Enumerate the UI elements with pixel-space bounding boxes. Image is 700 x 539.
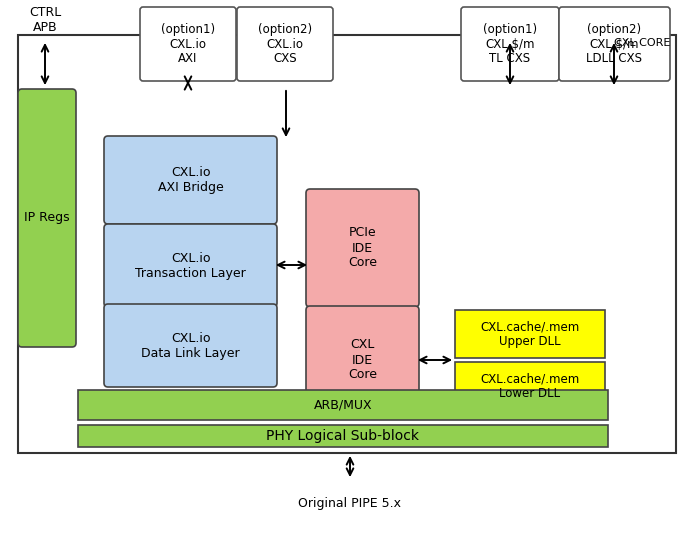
Text: (option2)
CXL.$/m
LDLL CXS: (option2) CXL.$/m LDLL CXS bbox=[587, 23, 643, 66]
Text: IP Regs: IP Regs bbox=[25, 211, 70, 225]
Text: CXL.cache/.mem
Lower DLL: CXL.cache/.mem Lower DLL bbox=[480, 372, 580, 400]
Text: CXL.io
AXI Bridge: CXL.io AXI Bridge bbox=[158, 166, 223, 194]
Text: (option1)
CXL.$/m
TL CXS: (option1) CXL.$/m TL CXS bbox=[483, 23, 537, 66]
Text: CXL.io
Data Link Layer: CXL.io Data Link Layer bbox=[141, 331, 240, 360]
FancyBboxPatch shape bbox=[140, 7, 236, 81]
Text: Original PIPE 5.x: Original PIPE 5.x bbox=[298, 497, 402, 510]
FancyBboxPatch shape bbox=[455, 310, 605, 358]
Text: (option1)
CXL.io
AXI: (option1) CXL.io AXI bbox=[161, 23, 215, 66]
Text: CXL.io
Transaction Layer: CXL.io Transaction Layer bbox=[135, 252, 246, 280]
Text: CXL.cache/.mem
Upper DLL: CXL.cache/.mem Upper DLL bbox=[480, 320, 580, 348]
FancyBboxPatch shape bbox=[306, 189, 419, 307]
FancyBboxPatch shape bbox=[18, 35, 676, 453]
FancyBboxPatch shape bbox=[461, 7, 559, 81]
FancyBboxPatch shape bbox=[237, 7, 333, 81]
Text: PHY Logical Sub-block: PHY Logical Sub-block bbox=[267, 429, 419, 443]
Text: ARB/MUX: ARB/MUX bbox=[314, 398, 372, 411]
Text: CTRL
APB: CTRL APB bbox=[29, 6, 61, 34]
FancyBboxPatch shape bbox=[78, 390, 608, 420]
FancyBboxPatch shape bbox=[104, 224, 277, 307]
Text: (option2)
CXL.io
CXS: (option2) CXL.io CXS bbox=[258, 23, 312, 66]
Text: CXL CORE: CXL CORE bbox=[614, 38, 670, 48]
FancyBboxPatch shape bbox=[78, 425, 608, 447]
Text: PCIe
IDE
Core: PCIe IDE Core bbox=[348, 226, 377, 270]
FancyBboxPatch shape bbox=[559, 7, 670, 81]
FancyBboxPatch shape bbox=[104, 136, 277, 224]
FancyBboxPatch shape bbox=[306, 306, 419, 414]
FancyBboxPatch shape bbox=[104, 304, 277, 387]
FancyBboxPatch shape bbox=[455, 362, 605, 410]
Text: CXL
IDE
Core: CXL IDE Core bbox=[348, 338, 377, 382]
FancyBboxPatch shape bbox=[18, 89, 76, 347]
